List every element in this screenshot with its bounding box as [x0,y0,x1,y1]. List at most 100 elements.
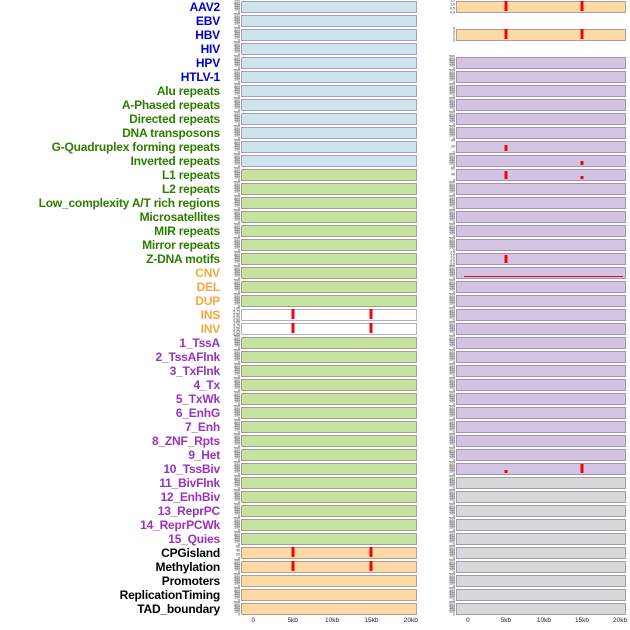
left-y-axis-ticks: 500 400 300 200 100 0 [224,265,241,279]
y-tick-label: 400 [234,56,240,61]
y-tick-label: 300 [449,185,455,190]
left-track-panel [241,379,417,391]
red-baseline-signal [463,275,624,277]
y-tick-label: 500 [449,348,455,353]
right-y-axis-ticks: 500 400 300 200 100 0 [444,517,456,531]
y-tick-label: 300 [449,605,455,610]
y-tick-label: 400 [449,462,455,467]
track-row: 7_Enh 500 400 300 200 100 0 500 400 300 200 100 0 [0,419,630,434]
left-y-axis-ticks: 500 400 300 200 100 0 [224,489,241,503]
y-tick-label: 0 [238,471,240,476]
y-tick-label: 400 [234,532,240,537]
track-row: INV 1.00 0.75 0.50 0.25 0.00 500 400 300 200 100 0 [0,321,630,336]
left-y-axis-ticks: 500 400 300 200 100 0 [224,461,241,476]
right-y-axis-ticks: 500 400 300 200 100 0 [444,587,456,601]
left-y-axis-ticks: 500 400 300 200 100 0 [224,83,241,97]
column-gap [417,490,444,504]
column-gap [417,462,444,476]
y-tick-label: 500 [449,390,455,395]
y-tick-label: 300 [234,381,240,386]
y-tick-label: 400 [234,602,240,607]
y-tick-label: 0 [238,387,240,392]
track-label: 15_Quies [168,532,220,546]
y-tick-label: 100 [234,455,240,460]
y-tick-label: 100 [449,77,455,82]
track-row: 3_TxFlnk 500 400 300 200 100 0 500 400 300 200 100 0 [0,363,630,378]
left-track-panel [241,211,417,223]
y-tick-label: 400 [234,42,240,47]
y-tick-label: 100 [449,497,455,502]
red-signal-spike [580,463,584,473]
y-tick-label: 200 [234,271,240,276]
y-tick-label: 200 [234,523,240,528]
y-tick-label: 200 [234,187,240,192]
y-tick-label: 200 [234,173,240,178]
left-y-axis-ticks: 500 400 300 200 100 0 [224,363,241,377]
track-row: Directed repeats 500 400 300 200 100 0 500 400 30… [0,111,630,126]
right-track-panel [456,491,626,503]
y-tick-label: 100 [234,119,240,124]
y-tick-label: 200 [234,579,240,584]
left-y-axis-ticks: 500 400 300 200 100 0 [224,181,241,196]
y-tick-label: 0 [238,541,240,546]
x-tick-label: 10kb [325,617,340,624]
track-label: 14_ReprPCWk [140,518,220,532]
y-tick-label: 500 [234,0,240,3]
y-tick-label: 300 [234,241,240,246]
y-tick-label: 300 [234,129,240,134]
column-gap [417,14,444,28]
left-y-axis-ticks: 500 400 300 200 100 0 [224,559,241,573]
y-tick-label: 300 [234,269,240,274]
y-tick-label: 0 [238,191,240,196]
y-tick-label: 0 [453,345,455,350]
y-tick-label: 300 [234,409,240,414]
y-tick-label: 100 [449,63,455,68]
column-gap [417,588,444,602]
y-tick-label: 0 [238,611,240,616]
left-y-axis-ticks: 500 400 300 200 100 0 [224,587,241,601]
y-tick-label: 300 [449,549,455,554]
left-y-axis-ticks: 500 400 300 200 100 0 [224,0,241,13]
y-tick-label: 200 [234,5,240,10]
y-tick-label: 0 [453,331,455,336]
y-tick-label: 400 [234,126,240,131]
y-tick-label: 400 [449,490,455,495]
y-tick-label: 300 [234,45,240,50]
y-tick-label: 400 [234,266,240,271]
y-tick-label: 500 [234,166,240,171]
y-tick-label: 100 [449,511,455,516]
y-tick-label: 200 [234,495,240,500]
y-tick-label: 1 [453,35,455,39]
right-y-axis-ticks: 500 400 300 200 100 0 [444,489,456,503]
y-tick-label: 300 [449,353,455,358]
y-tick-label: 0 [238,345,240,350]
track-row: ReplicationTiming 500 400 300 200 100 0 500 400 3… [0,587,630,602]
y-tick-label: 0 [238,219,240,224]
y-tick-label: 400 [449,154,455,159]
left-y-axis-ticks: 500 400 300 200 100 0 [224,13,241,27]
y-tick-label: 200 [449,495,455,500]
y-tick-label: 500 [449,96,455,101]
track-row: HIV 500 400 300 200 100 0 [0,41,630,56]
y-tick-label: 500 [234,390,240,395]
column-gap [417,98,444,112]
y-tick-label: 200 [234,397,240,402]
y-tick-label: 100 [234,203,240,208]
y-tick-label: 20 [236,552,240,557]
y-tick-label: 0.00 [233,331,240,336]
y-tick-label: 100 [234,175,240,180]
y-tick-label: 100 [449,399,455,404]
y-tick-label: 400 [234,476,240,481]
left-y-axis-ticks: 500 400 300 200 100 0 [224,195,241,209]
y-tick-label: 300 [449,591,455,596]
y-tick-label: 400 [449,546,455,551]
x-tick-label: 20kb [612,617,628,624]
y-tick-label: 400 [449,364,455,369]
y-tick-label: 100 [234,483,240,488]
track-row: 8_ZNF_Rpts 500 400 300 200 100 0 500 400 300 200 10… [0,433,630,448]
y-tick-label: 500 [234,530,240,535]
track-label: 3_TxFlnk [169,364,221,378]
y-tick-label: 500 [234,404,240,409]
y-tick-label: 1.0 [450,2,455,7]
y-tick-label: 200 [449,481,455,486]
